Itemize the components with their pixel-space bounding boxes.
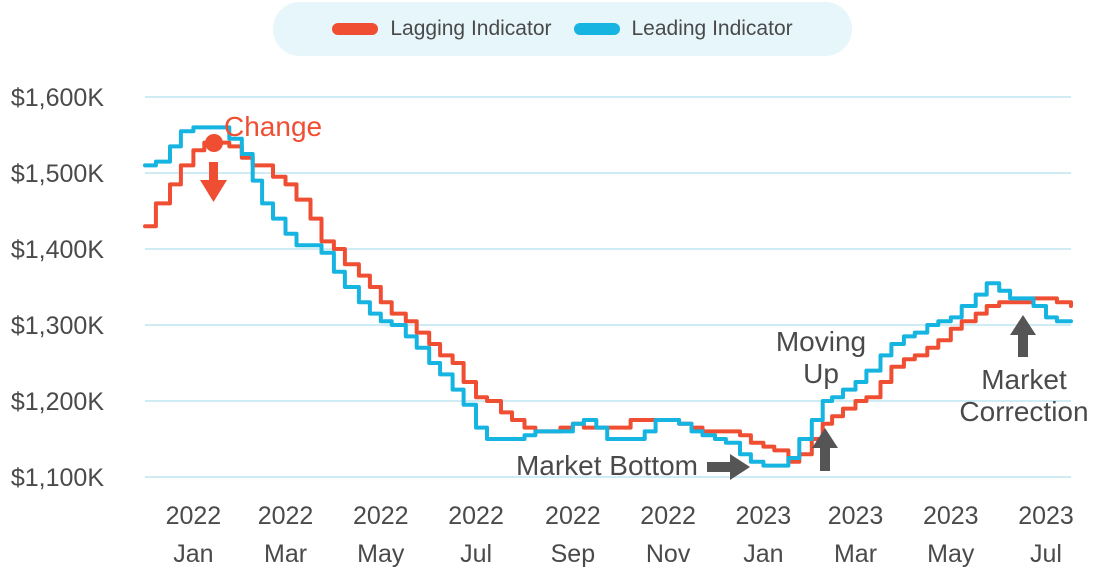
series-line-lagging <box>143 140 1073 464</box>
arrow-up-icon <box>1010 315 1036 357</box>
annotation-market-correction-line2: Correction <box>959 396 1088 427</box>
y-tick-label: $1,600K <box>11 84 104 112</box>
annotation-moving-up-line2: Up <box>803 358 839 389</box>
x-tick-year: 2022 <box>353 502 409 530</box>
arrow-down-icon <box>200 162 227 202</box>
x-tick-month: Jul <box>1030 540 1062 568</box>
y-tick-label: $1,300K <box>11 312 104 340</box>
legend-item-leading: Leading Indicator <box>573 17 793 41</box>
x-tick-year: 2022 <box>258 502 314 530</box>
x-tick-year: 2022 <box>545 502 601 530</box>
series-line-leading <box>143 125 1073 468</box>
annotation-market-correction-line1: Market <box>981 364 1067 395</box>
y-tick-label: $1,200K <box>11 388 104 416</box>
x-tick-year: 2023 <box>828 502 884 530</box>
legend-label-lagging: Lagging Indicator <box>390 17 552 40</box>
legend-item-lagging: Lagging Indicator <box>332 17 552 41</box>
x-tick-month: Sep <box>551 540 595 568</box>
y-axis-labels: $1,600K $1,500K $1,400K $1,300K $1,200K $1,10… <box>11 84 104 492</box>
x-axis-labels: 2022 Jan 2022 Mar 2022 May 2022 Jul 2022 Sep 2022 N… <box>166 502 1074 568</box>
x-tick-month: Jul <box>460 540 492 568</box>
x-tick-month: May <box>357 540 405 568</box>
x-tick-month: May <box>927 540 975 568</box>
annotation-market-bottom: Market Bottom <box>516 450 698 481</box>
annotation-moving-up-line1: Moving <box>776 326 866 357</box>
x-tick-year: 2023 <box>736 502 792 530</box>
x-tick-month: Jan <box>173 540 213 568</box>
legend-swatch-leading <box>573 23 620 35</box>
legend-label-leading: Leading Indicator <box>631 17 793 40</box>
x-tick-month: Mar <box>264 540 307 568</box>
y-tick-label: $1,100K <box>11 464 104 492</box>
series-layer <box>143 125 1073 468</box>
grid <box>145 96 1071 478</box>
annotations: Change Market Bottom Moving Up Market Co… <box>200 111 1089 481</box>
arrow-right-icon <box>707 454 750 480</box>
arrow-up-icon <box>812 428 838 471</box>
x-tick-year: 2022 <box>640 502 696 530</box>
legend: Lagging Indicator Leading Indicator <box>273 2 852 56</box>
legend-swatch-lagging <box>332 23 379 35</box>
x-tick-year: 2022 <box>166 502 222 530</box>
y-tick-label: $1,400K <box>11 236 104 264</box>
x-tick-year: 2022 <box>448 502 504 530</box>
annotation-change: Change <box>224 111 322 142</box>
x-tick-month: Mar <box>834 540 877 568</box>
change-marker <box>205 134 223 152</box>
x-tick-month: Jan <box>743 540 783 568</box>
x-tick-year: 2023 <box>923 502 979 530</box>
x-tick-month: Nov <box>646 540 691 568</box>
y-tick-label: $1,500K <box>11 160 104 188</box>
x-tick-year: 2023 <box>1018 502 1074 530</box>
